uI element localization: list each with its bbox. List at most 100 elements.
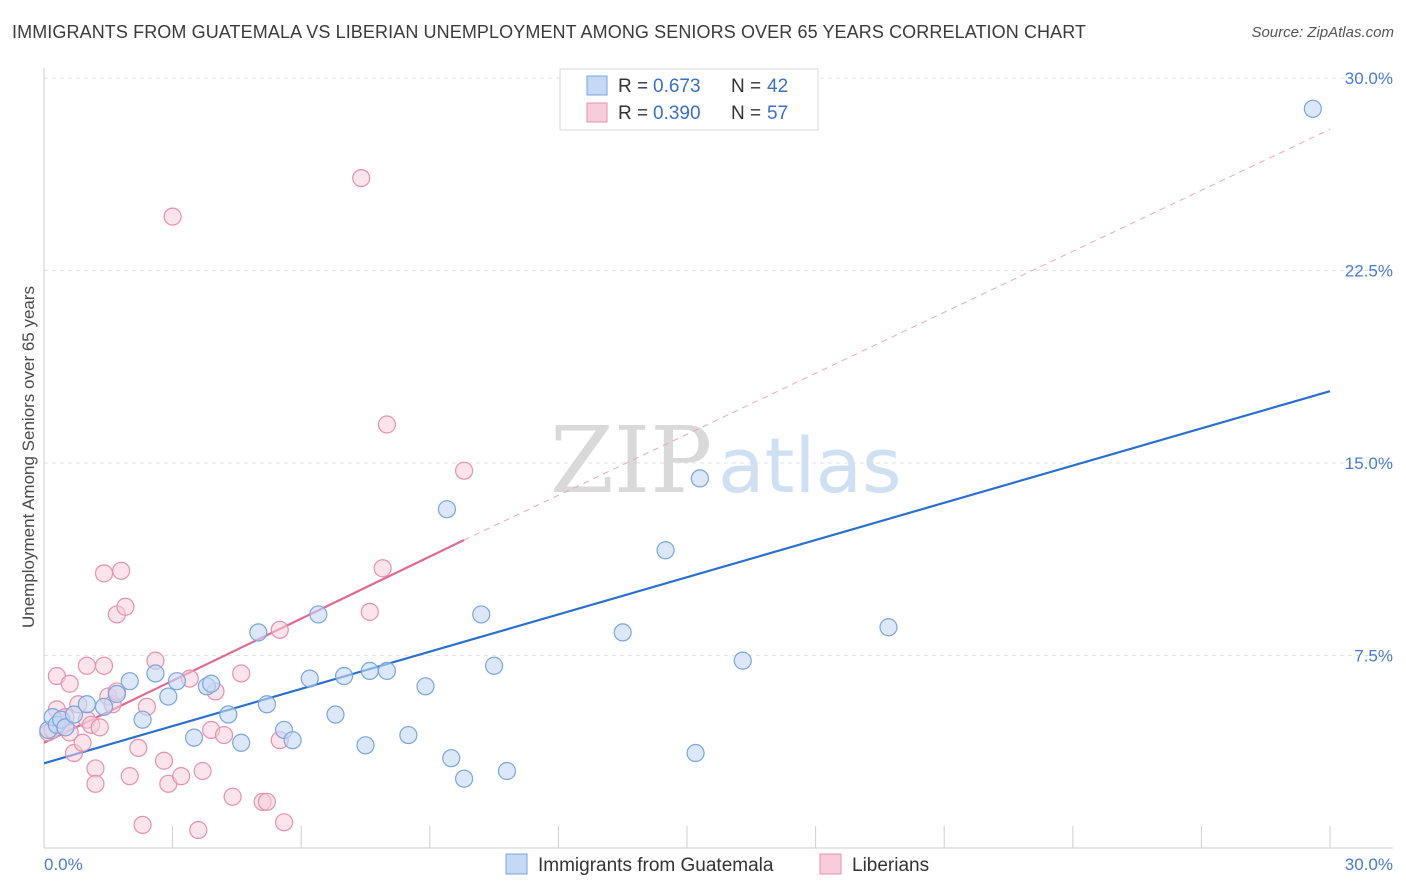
point-liberians-43 xyxy=(257,792,277,811)
point-guatemala-41 xyxy=(690,469,709,488)
point-liberians-33 xyxy=(172,767,191,786)
bottom-legend-label-guatemala: Immigrants from Guatemala xyxy=(538,855,774,876)
point-guatemala-26 xyxy=(334,666,354,686)
x-axis-ticks xyxy=(43,826,1331,848)
y-tick-label-1: 15.0% xyxy=(1345,454,1393,473)
legend-r-label-1: R = xyxy=(618,76,648,97)
legend-swatch-liberians xyxy=(586,102,608,123)
point-guatemala-28 xyxy=(360,661,379,681)
point-guatemala-40 xyxy=(686,743,705,763)
point-guatemala-42 xyxy=(733,651,752,670)
bottom-legend-label-liberians: Liberians xyxy=(852,855,929,876)
point-guatemala-5 xyxy=(64,705,84,724)
point-liberians-49 xyxy=(373,559,392,578)
point-guatemala-35 xyxy=(472,605,491,624)
legend-n-value-2: 57 xyxy=(767,103,788,124)
legend-n-value-1: 42 xyxy=(767,76,788,97)
y-tick-label-3: 30.0% xyxy=(1345,69,1393,88)
legend-swatch-guatemala xyxy=(586,75,608,96)
point-guatemala-37 xyxy=(497,761,517,781)
point-liberians-45 xyxy=(270,620,289,639)
point-liberians-36 xyxy=(193,761,212,781)
point-guatemala-27 xyxy=(356,736,375,755)
point-liberians-46 xyxy=(274,813,294,832)
x-tick-label-max: 30.0% xyxy=(1345,855,1393,874)
point-liberians-11 xyxy=(77,656,96,675)
point-liberians-41 xyxy=(232,664,251,683)
point-liberians-32 xyxy=(163,207,182,226)
point-guatemala-32 xyxy=(437,500,457,519)
point-liberians-24 xyxy=(116,597,135,616)
point-liberians-14 xyxy=(86,759,105,778)
point-liberians-48 xyxy=(360,602,379,621)
point-guatemala-34 xyxy=(454,769,474,788)
point-guatemala-19 xyxy=(249,623,268,642)
watermark-atlas: atlas xyxy=(718,421,902,510)
point-liberians-18 xyxy=(94,564,114,583)
point-guatemala-4 xyxy=(56,718,75,737)
legend-r-label-2: R = xyxy=(618,103,648,124)
legend-box: R = 0.673 N = 42 R = 0.390 N = 57 xyxy=(559,68,819,131)
point-guatemala-12 xyxy=(159,687,178,706)
bottom-legend-swatch-guatemala xyxy=(505,853,528,875)
watermark: ZIP atlas xyxy=(550,407,902,514)
point-liberians-40 xyxy=(223,787,242,806)
point-liberians-35 xyxy=(189,820,208,840)
point-guatemala-17 xyxy=(219,705,238,724)
bottom-legend: Immigrants from Guatemala Liberians xyxy=(505,853,929,876)
point-guatemala-22 xyxy=(283,731,302,750)
x-tick-label-min: 0.0% xyxy=(44,855,83,874)
point-guatemala-13 xyxy=(167,672,186,691)
chart-title: IMMIGRANTS FROM GUATEMALA VS LIBERIAN UN… xyxy=(12,22,1087,42)
point-guatemala-20 xyxy=(257,695,277,714)
legend-r-value-2: 0.390 xyxy=(653,103,701,124)
trend-line-liberians-extension xyxy=(463,128,1331,541)
point-guatemala-30 xyxy=(399,725,418,745)
y-axis-tick-labels: 7.5% 15.0% 22.5% 30.0% xyxy=(1345,69,1393,666)
point-guatemala-16 xyxy=(202,674,221,693)
watermark-zip: ZIP xyxy=(550,407,712,514)
legend-r-value-1: 0.673 xyxy=(653,76,701,97)
point-liberians-26 xyxy=(129,738,148,758)
point-guatemala-11 xyxy=(146,664,165,683)
point-guatemala-36 xyxy=(485,656,504,675)
legend-n-label-1: N = xyxy=(731,76,761,97)
bottom-legend-swatch-liberians xyxy=(819,853,842,875)
point-guatemala-31 xyxy=(416,677,435,696)
point-liberians-17 xyxy=(94,656,114,675)
legend-n-label-2: N = xyxy=(731,103,761,124)
point-liberians-23 xyxy=(112,561,131,580)
point-liberians-47 xyxy=(352,169,371,188)
point-guatemala-25 xyxy=(326,705,345,724)
point-liberians-6 xyxy=(60,674,79,693)
point-guatemala-8 xyxy=(107,684,126,704)
point-liberians-50 xyxy=(377,415,397,434)
point-guatemala-38 xyxy=(613,623,632,642)
y-tick-label-2: 22.5% xyxy=(1345,262,1393,281)
point-guatemala-23 xyxy=(300,669,319,688)
series-guatemala-points xyxy=(39,99,1322,788)
point-guatemala-43 xyxy=(879,618,898,637)
point-liberians-15 xyxy=(86,774,105,793)
point-liberians-27 xyxy=(133,815,152,835)
point-liberians-30 xyxy=(154,751,174,770)
point-guatemala-18 xyxy=(232,733,251,752)
point-liberians-51 xyxy=(454,461,474,480)
point-guatemala-44 xyxy=(1303,99,1322,118)
point-liberians-25 xyxy=(120,767,139,786)
point-guatemala-14 xyxy=(184,728,204,747)
y-tick-label-0: 7.5% xyxy=(1354,647,1393,666)
point-liberians-10 xyxy=(73,733,92,752)
y-axis-label: Unemployment Among Seniors over 65 years xyxy=(19,286,38,628)
point-guatemala-10 xyxy=(133,710,152,729)
point-guatemala-7 xyxy=(94,697,114,716)
point-liberians-16 xyxy=(90,718,109,737)
point-guatemala-39 xyxy=(656,541,675,560)
point-guatemala-6 xyxy=(77,695,96,714)
point-liberians-39 xyxy=(214,725,234,745)
point-guatemala-33 xyxy=(442,749,461,768)
point-guatemala-24 xyxy=(309,605,328,624)
point-guatemala-29 xyxy=(377,661,397,681)
source-label: Source: ZipAtlas.com xyxy=(1251,24,1394,41)
